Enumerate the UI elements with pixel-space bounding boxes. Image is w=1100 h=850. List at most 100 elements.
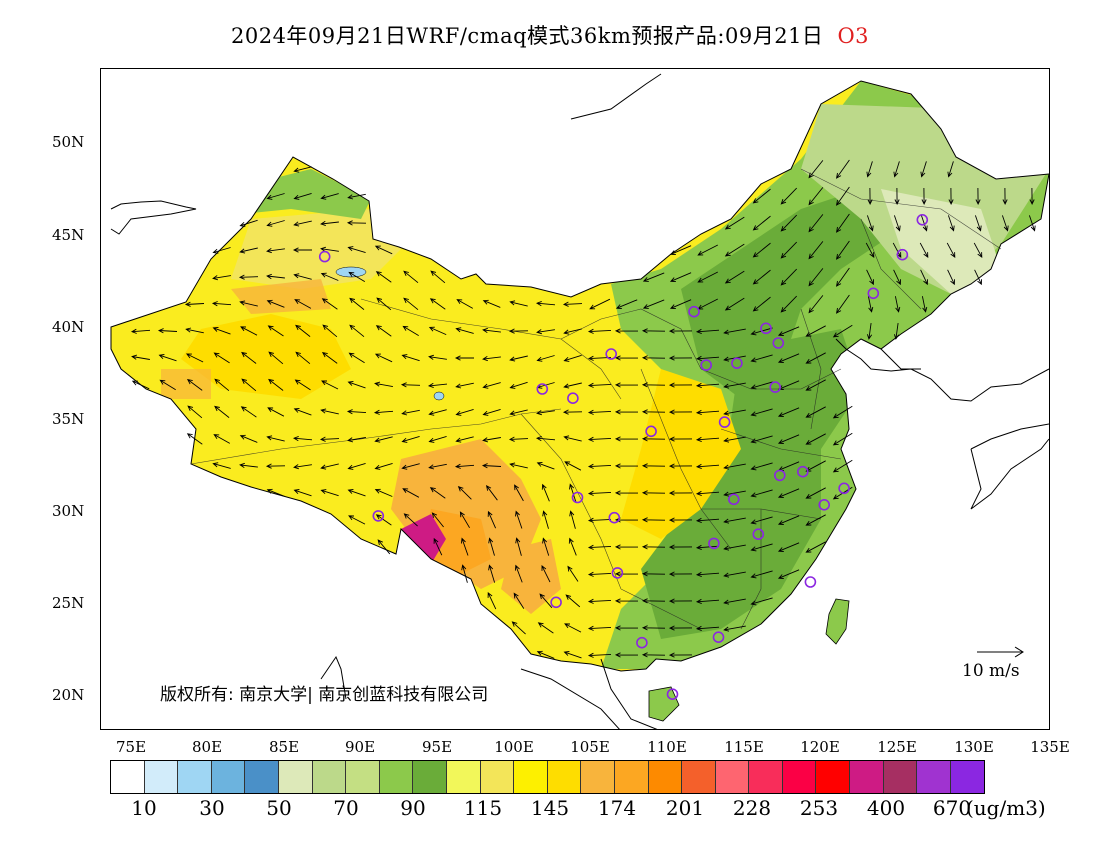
wind-vector [214, 405, 230, 418]
wind-vector [509, 355, 528, 362]
wind-vector [266, 220, 285, 227]
wind-vector [374, 353, 393, 363]
wind-vector [587, 328, 612, 334]
wind-vector [266, 435, 285, 442]
wind-vector [427, 382, 448, 389]
wind-vector [893, 269, 901, 286]
wind-vector [920, 215, 928, 232]
wind-vector [320, 220, 339, 227]
wind-vector [268, 351, 284, 365]
wind-vector [185, 353, 204, 363]
wind-vector [402, 488, 420, 498]
wind-vector [455, 408, 474, 416]
wind-vector [348, 271, 366, 282]
wind-vector [535, 300, 556, 307]
wind-vector [668, 409, 693, 415]
wind-vector [780, 295, 798, 313]
wind-vector [320, 193, 339, 200]
wind-vector [292, 247, 312, 253]
wind-vector [509, 381, 528, 389]
legend-swatch [917, 761, 951, 793]
wind-vector [641, 463, 666, 469]
wind-vector [184, 301, 205, 307]
wind-vector [266, 273, 285, 280]
lon-label-75E: 75E [115, 738, 147, 756]
wind-vector [1029, 187, 1035, 206]
wind-vector [974, 269, 982, 286]
wind-vector [428, 354, 447, 360]
legend-unit: (ug/m3) [966, 796, 1046, 820]
wind-vector [668, 544, 693, 550]
wind-vector [320, 463, 339, 470]
wind-vector [750, 489, 773, 498]
wind-vector [723, 598, 746, 605]
wind-vector [321, 298, 338, 310]
wind-vector [1028, 215, 1036, 232]
wind-vector [808, 241, 824, 260]
wind-vector [835, 267, 850, 287]
wind-vector [539, 593, 553, 609]
wind-vector [808, 187, 824, 206]
wind-vector [695, 571, 720, 578]
wind-vector [536, 410, 555, 416]
wind-vector [130, 328, 151, 334]
wind-vector [669, 245, 692, 256]
legend-swatch [648, 761, 683, 793]
wind-vector [724, 216, 745, 230]
wind-vector [614, 355, 639, 361]
legend-swatch [614, 761, 649, 793]
wind-vector [947, 161, 954, 178]
city-station-marker [608, 511, 621, 524]
wind-vector [563, 651, 582, 659]
wind-vector [668, 328, 693, 334]
wind-vector [377, 539, 391, 555]
wind-vector [947, 269, 955, 286]
lat-label-35N: 35N [52, 410, 85, 428]
wind-vector [641, 409, 666, 415]
wind-vector [186, 378, 203, 391]
wind-vector [455, 327, 474, 334]
wind-vector [429, 487, 446, 499]
legend-label: 50 [266, 796, 292, 820]
wind-vector [515, 537, 522, 556]
legend-swatch [816, 761, 851, 793]
wind-vector [240, 326, 258, 336]
lat-label-50N: 50N [52, 133, 85, 151]
copyright-text: 版权所有: 南京大学| 南京创蓝科技有限公司 [160, 685, 489, 705]
wind-vector [587, 382, 612, 388]
wind-vector [777, 326, 800, 336]
map-frame [100, 68, 1050, 730]
wind-vector [724, 297, 745, 311]
wind-vector [431, 512, 444, 528]
lat-label-20N: 20N [52, 686, 85, 704]
lon-label-120E: 120E [800, 738, 840, 756]
legend-swatch [514, 761, 548, 793]
wind-vector [669, 299, 692, 310]
wind-vector [695, 544, 720, 551]
lon-label-130E: 130E [954, 738, 994, 756]
legend-swatch [379, 761, 414, 793]
wind-vector [614, 490, 639, 496]
wind-vector [428, 409, 447, 416]
wind-vector [866, 323, 873, 340]
map-title: 2024年09月21日WRF/cmaq模式36km预报产品:09月21日 O3 [0, 20, 1100, 50]
wind-vector [563, 435, 582, 442]
wind-vector [158, 354, 177, 362]
lon-label-110E: 110E [647, 738, 687, 756]
wind-vector [373, 409, 394, 415]
legend-swatch [581, 761, 615, 793]
city-station-marker [838, 482, 850, 495]
wind-vector [752, 296, 771, 312]
wind-vector [695, 355, 720, 362]
wind-vector [975, 187, 981, 206]
wind-vector [723, 409, 746, 416]
wind-vector [587, 463, 612, 469]
wind-vector [239, 300, 258, 307]
lat-label-45N: 45N [52, 226, 85, 244]
wind-vector [374, 245, 393, 255]
wind-vector [428, 435, 447, 443]
legend-swatch [547, 761, 582, 793]
wind-vector [293, 192, 312, 200]
wind-vector [697, 271, 719, 283]
wind-vector [724, 270, 745, 284]
